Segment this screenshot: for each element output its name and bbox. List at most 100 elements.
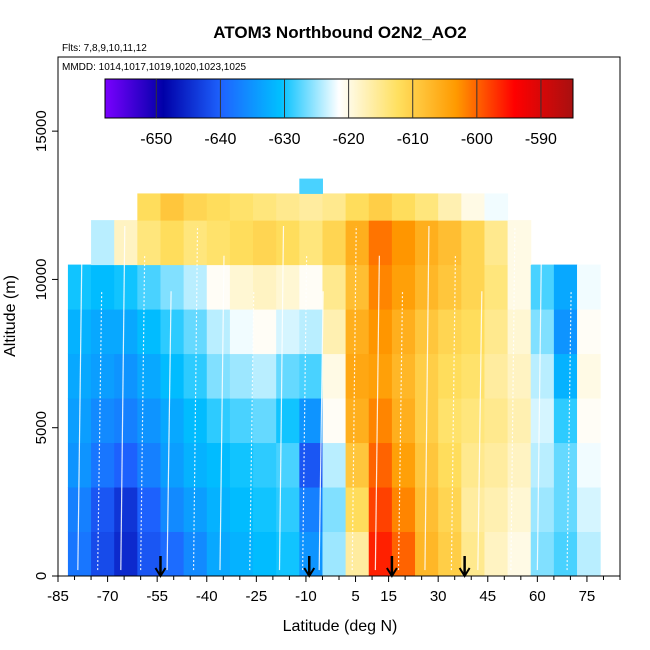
heatmap-cell: [484, 309, 509, 355]
heatmap-cell: [461, 487, 485, 533]
heatmap-cell: [391, 487, 416, 533]
heatmap-cell: [391, 193, 416, 221]
heatmap-cell: [91, 442, 115, 488]
x-tick-label: -10: [295, 588, 317, 605]
heatmap-cell: [438, 264, 462, 310]
heatmap-cell: [438, 220, 462, 266]
heatmap-cell: [530, 531, 555, 577]
heatmap-cell: [438, 309, 462, 355]
heatmap-cell: [160, 220, 185, 266]
heatmap-cell: [484, 531, 509, 577]
heatmap-cell: [160, 487, 185, 533]
heatmap-cell: [322, 442, 347, 488]
flight-track: [249, 291, 255, 571]
colorbar-tick-label: -640: [204, 131, 236, 148]
heatmap-cell: [345, 442, 370, 488]
heatmap-cell: [160, 531, 185, 577]
heatmap-cell: [368, 264, 393, 310]
heatmap-cells: [67, 178, 601, 577]
x-tick-label: -85: [47, 588, 69, 605]
colorbar-tick-label: -650: [140, 131, 172, 148]
heatmap-cell: [507, 353, 532, 399]
heatmap-cell: [415, 220, 439, 266]
heatmap-cell: [137, 442, 161, 488]
heatmap-cell: [322, 264, 347, 310]
heatmap-cell: [276, 220, 300, 266]
heatmap-cell: [415, 193, 439, 221]
heatmap-cell: [160, 264, 185, 310]
heatmap-cell: [507, 309, 532, 355]
flight-track: [424, 226, 430, 571]
heatmap-cell: [553, 442, 578, 488]
heatmap-cell: [276, 264, 300, 310]
heatmap-cell: [368, 220, 393, 266]
heatmap-cell: [461, 309, 485, 355]
colorbar: [104, 78, 574, 119]
heatmap-cell: [276, 442, 300, 488]
heatmap-cell: [299, 353, 323, 399]
heatmap-cell: [368, 442, 393, 488]
heatmap-cell: [368, 398, 393, 444]
flight-track: [166, 291, 172, 571]
heatmap-cell: [137, 309, 161, 355]
heatmap-cell: [114, 398, 138, 444]
heatmap-cell: [229, 398, 254, 444]
heatmap-cell: [276, 531, 300, 577]
heatmap-cell: [299, 309, 323, 355]
heatmap-cell: [253, 442, 277, 488]
x-axis-title: Latitude (deg N): [283, 618, 398, 635]
heatmap-cell: [206, 487, 231, 533]
heatmap-cell: [345, 220, 370, 266]
heatmap-cell: [553, 353, 578, 399]
heatmap-cell: [530, 309, 555, 355]
heatmap-cell: [67, 487, 92, 533]
x-tick-label: 5: [351, 588, 359, 605]
heatmap-cell: [415, 531, 439, 577]
heatmap-cell: [322, 531, 347, 577]
heatmap-cell: [530, 442, 555, 488]
heatmap-cell: [114, 487, 138, 533]
heatmap-cell: [206, 264, 231, 310]
heatmap-cell: [276, 309, 300, 355]
x-axis: -85 -70 -55 -40 -25 -10 5 15 30 45 60 75: [47, 575, 621, 605]
heatmap-cell: [67, 264, 92, 310]
heatmap-cell: [553, 309, 578, 355]
heatmap-cell: [322, 309, 347, 355]
heatmap-cell: [299, 178, 323, 194]
heatmap-cell: [206, 531, 231, 577]
heatmap-cell: [253, 353, 277, 399]
heatmap-cell: [206, 193, 231, 221]
heatmap-cell: [553, 531, 578, 577]
heatmap-cell: [299, 398, 323, 444]
heatmap-cell: [461, 220, 485, 266]
heatmap-cell: [206, 220, 231, 266]
heatmap-cell: [438, 531, 462, 577]
heatmap-cell: [253, 264, 277, 310]
heatmap-cell: [276, 398, 300, 444]
heatmap-cell: [160, 193, 185, 221]
heatmap-cell: [299, 193, 323, 221]
dates-note: MMDD: 1014,1017,1019,1020,1023,1025: [62, 62, 246, 73]
heatmap-cell: [206, 398, 231, 444]
heatmap-cell: [183, 309, 208, 355]
heatmap-cell: [368, 193, 393, 221]
heatmap-cell: [438, 398, 462, 444]
heatmap-cell: [229, 309, 254, 355]
heatmap-cell: [253, 309, 277, 355]
heatmap-cell: [253, 220, 277, 266]
heatmap-cell: [484, 442, 509, 488]
heatmap-cell: [137, 398, 161, 444]
heatmap-cell: [368, 353, 393, 399]
heatmap-cell: [91, 264, 115, 310]
x-tick-label: -25: [246, 588, 268, 605]
heatmap-cell: [229, 220, 254, 266]
heatmap-cell: [160, 398, 185, 444]
flight-track: [97, 291, 103, 571]
heatmap-cell: [160, 353, 185, 399]
y-axis: 0 5000 10000 15000: [33, 110, 58, 580]
heatmap-cell: [114, 353, 138, 399]
flight-track: [77, 255, 83, 571]
heatmap-cell: [206, 353, 231, 399]
heatmap-cell: [229, 353, 254, 399]
x-tick-label: -40: [196, 588, 218, 605]
